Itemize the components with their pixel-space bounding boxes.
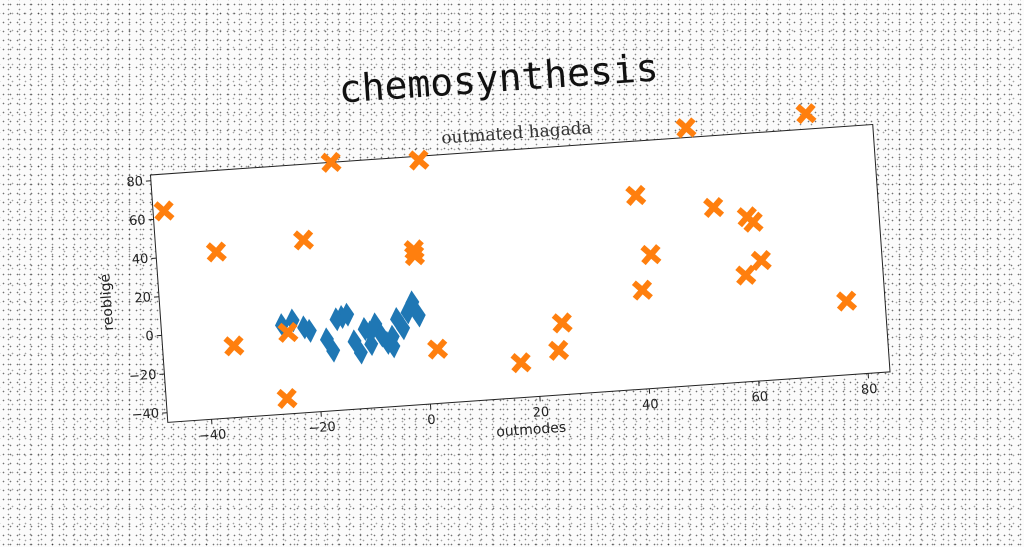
x-axis-label: outmodes: [496, 420, 567, 441]
x-tick-label: 0: [427, 413, 436, 429]
y-tick-label: −20: [129, 368, 157, 385]
y-tick-label: 0: [145, 329, 154, 345]
x-point: [677, 119, 694, 136]
y-tick-label: 20: [134, 290, 152, 306]
x-point: [797, 105, 814, 122]
y-tick-label: −40: [131, 406, 159, 423]
y-tick-label: 40: [131, 252, 149, 268]
x-tick-label: 80: [861, 382, 879, 398]
plot-area: [150, 124, 890, 422]
x-tick-label: 60: [751, 389, 769, 405]
y-axis-label: reobligé: [97, 273, 117, 331]
chart-subtitle: outmated hagada: [441, 118, 593, 148]
y-tick-label: 80: [126, 174, 144, 190]
x-tick-label: 40: [642, 397, 660, 413]
x-tick-label: −20: [308, 420, 336, 437]
y-tick-label: 60: [129, 213, 147, 229]
x-tick-label: −40: [199, 427, 227, 444]
x-tick-label: 20: [532, 405, 550, 421]
